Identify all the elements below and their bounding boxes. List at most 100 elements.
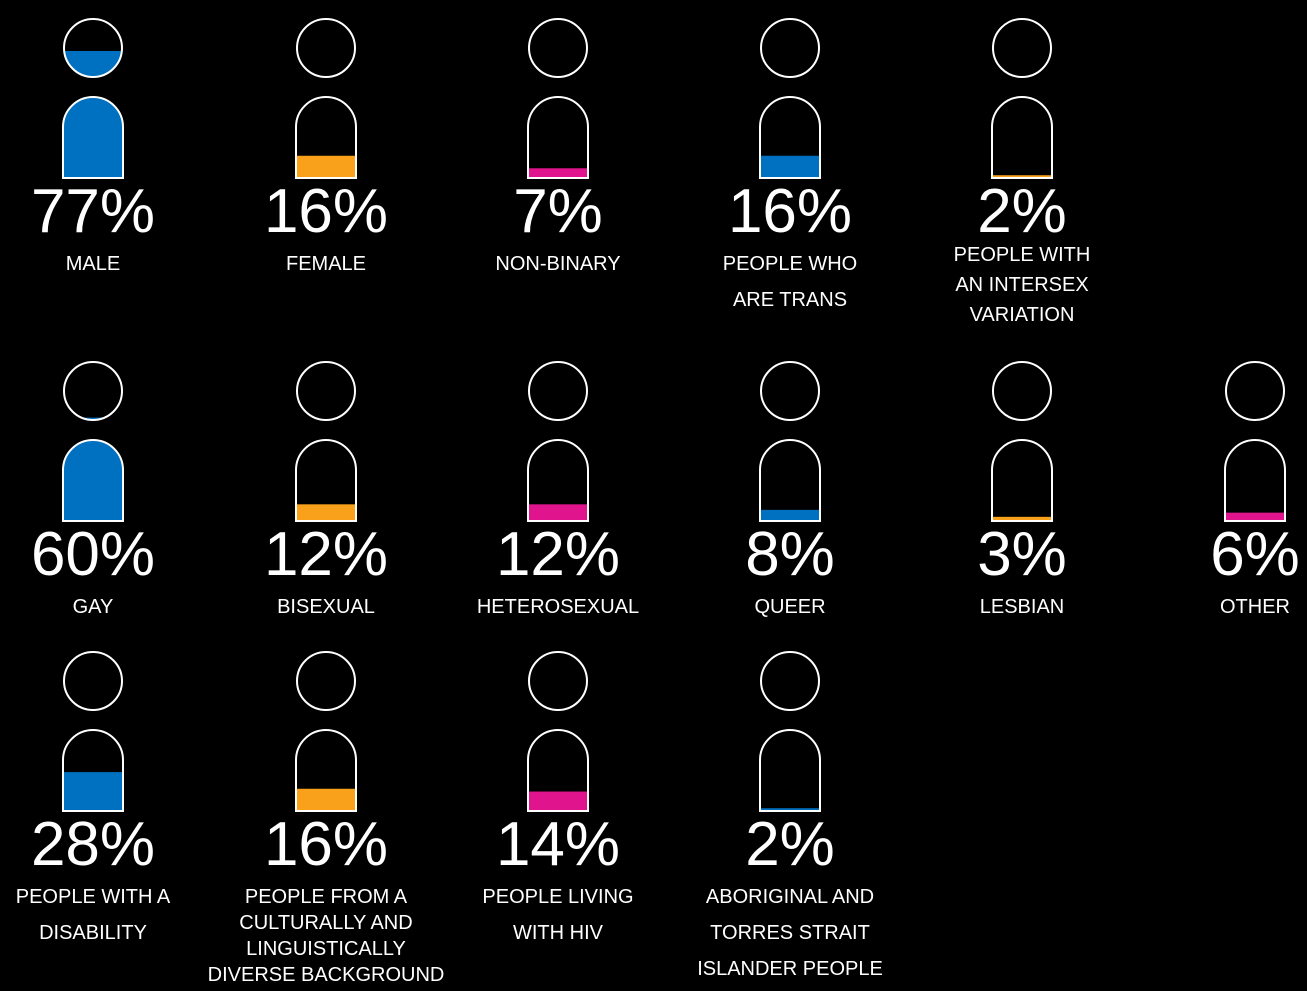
head-outline [296, 361, 356, 421]
label-line: PEOPLE FROM A [244, 886, 408, 908]
person-icon [295, 18, 357, 179]
body-outline [295, 439, 357, 522]
head-outline [296, 651, 356, 711]
fill-level-body [760, 808, 820, 811]
body-outline [62, 729, 124, 812]
category-label: PEOPLE WITH A DISABILITY [0, 887, 213, 959]
head-outline [760, 18, 820, 78]
percentage-value: 16% [727, 177, 853, 246]
body-outline [759, 729, 821, 812]
body-outline [62, 96, 124, 179]
head-outline [1225, 361, 1285, 421]
label-line: PEOPLE WITH [953, 244, 1091, 266]
category-label: PEOPLE LIVING WITH HIV [438, 887, 678, 959]
category-label: FEMALE [206, 254, 446, 290]
body-outline [759, 96, 821, 179]
label-line: BISEXUAL [277, 596, 375, 618]
category-label: PEOPLE FROM A CULTURALLY AND LINGUISTICALL… [206, 887, 446, 991]
percentage-value: 2% [977, 177, 1067, 246]
fill-level-body [296, 788, 356, 811]
percentage-value: 14% [495, 810, 621, 879]
person-icon [759, 18, 821, 179]
percentage-value: 2% [745, 810, 835, 879]
category-label: ABORIGINAL AND TORRES STRAIT ISLANDER PEOP… [670, 887, 910, 991]
fill-level-body [63, 440, 123, 521]
percentage-value: 12% [495, 520, 621, 589]
person-icon [991, 18, 1053, 179]
label-line: CULTURALLY AND [239, 912, 413, 934]
fill-level-body [528, 504, 588, 521]
percentage-value: 6% [1210, 520, 1300, 589]
label-line: GAY [72, 596, 114, 618]
head-outline [528, 651, 588, 711]
percentage-value: 7% [513, 177, 603, 246]
person-icon [295, 361, 357, 522]
percentage-value: 60% [30, 520, 156, 589]
body-outline [759, 439, 821, 522]
fill-level-body [528, 791, 588, 811]
head-outline [992, 18, 1052, 78]
label-line: MALE [65, 253, 121, 275]
body-outline [991, 96, 1053, 179]
fill-level-body [992, 175, 1052, 178]
head-outline [528, 18, 588, 78]
percentage-value: 77% [30, 177, 156, 246]
category-label: OTHER [1135, 597, 1307, 633]
fill-level-body [528, 168, 588, 178]
head-outline [63, 361, 123, 421]
percentage-value: 16% [263, 810, 389, 879]
person-icon [527, 18, 589, 179]
body-outline [991, 439, 1053, 522]
body-outline [527, 729, 589, 812]
label-line: ISLANDER PEOPLE [697, 958, 883, 980]
category-label: MALE [0, 254, 213, 290]
head-outline [296, 18, 356, 78]
body-outline [1224, 439, 1286, 522]
fill-level-body [760, 155, 820, 178]
body-outline [295, 729, 357, 812]
head-outline [63, 651, 123, 711]
label-line: PEOPLE LIVING [482, 886, 634, 908]
percentage-value: 28% [30, 810, 156, 879]
person-icon [62, 18, 124, 179]
fill-level-body [296, 504, 356, 521]
percentage-value: 12% [263, 520, 389, 589]
category-label: PEOPLE WHO ARE TRANS [670, 254, 910, 326]
category-label: QUEER [670, 597, 910, 633]
person-icon [759, 361, 821, 522]
percentage-value: 16% [263, 177, 389, 246]
label-line: LESBIAN [979, 596, 1065, 618]
label-line: WITH HIV [513, 922, 603, 944]
head-outline [760, 361, 820, 421]
body-outline [527, 439, 589, 522]
category-label: HETEROSEXUAL [438, 597, 678, 633]
label-line: PEOPLE WHO [722, 253, 858, 275]
label-line: LINGUISTICALLY [246, 938, 406, 960]
body-outline [295, 96, 357, 179]
label-line: NON-BINARY [495, 253, 621, 275]
fill-level-body [1225, 512, 1285, 521]
fill-level-body [63, 772, 123, 811]
person-icon [62, 651, 124, 812]
category-label: NON-BINARY [438, 254, 678, 290]
person-icon [295, 651, 357, 812]
label-line: QUEER [754, 596, 826, 618]
percentage-value: 8% [745, 520, 835, 589]
label-line: PEOPLE WITH A [15, 886, 171, 908]
label-line: OTHER [1220, 596, 1290, 618]
fill-level-head [64, 417, 122, 420]
person-icon [527, 651, 589, 812]
label-line: VARIATION [969, 304, 1075, 326]
person-icon [1224, 361, 1286, 522]
label-line: DISABILITY [39, 922, 147, 944]
category-label: BISEXUAL [206, 597, 446, 633]
label-line: HETEROSEXUAL [476, 596, 640, 618]
person-icon [527, 361, 589, 522]
category-label: PEOPLE WITH AN INTERSEX VARIATION [902, 245, 1142, 335]
label-line: DIVERSE BACKGROUND [207, 964, 445, 986]
category-label: LESBIAN [902, 597, 1142, 633]
person-icon [759, 651, 821, 812]
head-outline [63, 18, 123, 78]
head-outline [528, 361, 588, 421]
